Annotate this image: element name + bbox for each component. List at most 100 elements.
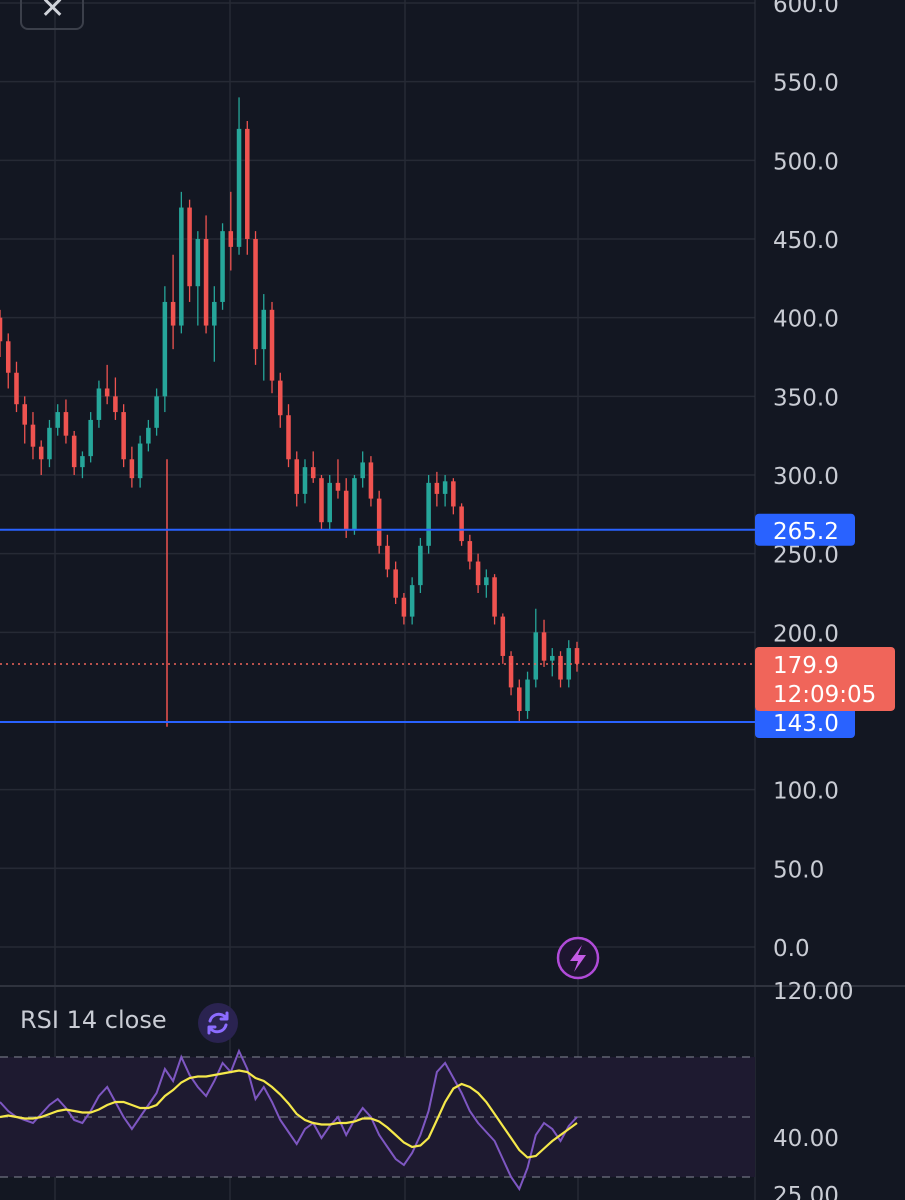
candle-body bbox=[574, 648, 580, 664]
refresh-icon bbox=[207, 1011, 229, 1035]
candle-body bbox=[418, 545, 423, 586]
candle-body bbox=[88, 419, 93, 457]
y-tick-label: 100.0 bbox=[773, 779, 839, 805]
candle-body bbox=[286, 415, 291, 460]
candle-body bbox=[508, 655, 514, 688]
rsi-line bbox=[0, 1048, 578, 1192]
lightning-icon-bolt bbox=[570, 945, 586, 972]
countdown-label: 12:09:05 bbox=[773, 682, 876, 708]
candle-body bbox=[195, 239, 201, 287]
candle-body bbox=[517, 687, 522, 712]
y-tick-label: 50.0 bbox=[773, 857, 824, 883]
candle-body bbox=[38, 446, 44, 460]
last-price-tag bbox=[755, 646, 895, 711]
y-tick-label: 550.0 bbox=[773, 71, 839, 97]
candle-body bbox=[368, 462, 374, 499]
candle-body bbox=[451, 481, 456, 507]
candle-body bbox=[80, 456, 85, 468]
candle-body bbox=[352, 478, 357, 531]
candle-body bbox=[245, 128, 250, 240]
candle-body bbox=[541, 632, 547, 661]
close-button[interactable]: ✕ bbox=[20, 0, 84, 30]
rsi-title: RSI 14 close bbox=[20, 1006, 167, 1034]
candle-body bbox=[533, 632, 539, 680]
candle-body bbox=[121, 412, 126, 460]
candle-body bbox=[228, 231, 234, 247]
y-tick-label: 450.0 bbox=[773, 228, 839, 254]
y-tick-label: 500.0 bbox=[773, 149, 839, 175]
candle-body bbox=[393, 569, 398, 598]
candle-body bbox=[484, 577, 489, 586]
candle-body bbox=[426, 482, 431, 546]
y-tick-label: 400.0 bbox=[773, 307, 839, 333]
candle-body bbox=[467, 541, 473, 562]
candle-body bbox=[550, 655, 555, 661]
candle-body bbox=[137, 443, 143, 479]
y-tick-label: 0.0 bbox=[773, 936, 810, 962]
level-price-tag bbox=[755, 706, 855, 739]
candle-body bbox=[492, 577, 497, 617]
candle-body bbox=[96, 388, 102, 420]
candle-body bbox=[401, 597, 407, 617]
candle-body bbox=[162, 301, 168, 397]
candle-body bbox=[343, 490, 349, 531]
y-tick-label: 200.0 bbox=[773, 621, 839, 647]
candle-body bbox=[277, 380, 283, 416]
candle-body bbox=[409, 585, 415, 617]
candle-body bbox=[55, 412, 60, 428]
candle-body bbox=[5, 341, 11, 373]
candle-body bbox=[294, 459, 300, 494]
candle-body bbox=[335, 482, 341, 491]
candle-body bbox=[310, 467, 316, 479]
candle-body bbox=[558, 655, 563, 680]
y-tick-label: 350.0 bbox=[773, 385, 839, 411]
candle-body bbox=[170, 301, 176, 326]
candle-body bbox=[459, 506, 464, 542]
candle-body bbox=[442, 481, 448, 494]
candle-body bbox=[327, 482, 332, 523]
candle-body bbox=[113, 396, 118, 413]
rsi-tick-label: 40.00 bbox=[773, 1126, 839, 1152]
candle-body bbox=[220, 231, 225, 302]
candle-body bbox=[434, 482, 440, 494]
candle-body bbox=[0, 317, 3, 342]
candle-body bbox=[179, 207, 184, 326]
lightning-icon bbox=[556, 936, 600, 980]
candle-body bbox=[154, 396, 159, 428]
candle-body bbox=[203, 239, 209, 326]
refresh-button[interactable] bbox=[198, 1003, 238, 1043]
rsi-tick-label: 25.00 bbox=[773, 1183, 839, 1200]
candle-body bbox=[14, 372, 19, 405]
candle-body bbox=[236, 128, 242, 247]
y-tick-label: 250.0 bbox=[773, 543, 839, 569]
candle-body bbox=[22, 404, 27, 425]
rsi-ma-line bbox=[0, 1069, 578, 1159]
last-price-label: 179.9 bbox=[773, 653, 839, 679]
level-price-label: 143.0 bbox=[773, 711, 839, 737]
candle-body bbox=[212, 301, 217, 326]
candle-body bbox=[71, 435, 77, 468]
candle-body bbox=[385, 545, 390, 570]
y-tick-label: 600.0 bbox=[773, 0, 839, 18]
close-icon: ✕ bbox=[40, 0, 66, 26]
candle-body bbox=[30, 424, 36, 447]
candle-body bbox=[261, 309, 267, 350]
candle-body bbox=[500, 616, 506, 656]
candle-body bbox=[376, 498, 382, 546]
candle-body bbox=[319, 478, 324, 523]
level-price-tag bbox=[755, 513, 855, 546]
rsi-tick-label: 120.00 bbox=[773, 979, 853, 1005]
candle-body bbox=[302, 467, 308, 494]
candle-body bbox=[269, 309, 275, 381]
candle-body bbox=[47, 427, 52, 460]
rsi-band bbox=[0, 1057, 755, 1177]
level-price-label: 265.2 bbox=[773, 519, 839, 545]
candle-body bbox=[360, 462, 365, 479]
candle-body bbox=[63, 412, 69, 436]
candle-body bbox=[146, 427, 151, 444]
candle-body bbox=[104, 388, 110, 397]
candle-body bbox=[253, 239, 258, 350]
candle-body bbox=[475, 561, 481, 586]
candle-body bbox=[187, 207, 192, 287]
